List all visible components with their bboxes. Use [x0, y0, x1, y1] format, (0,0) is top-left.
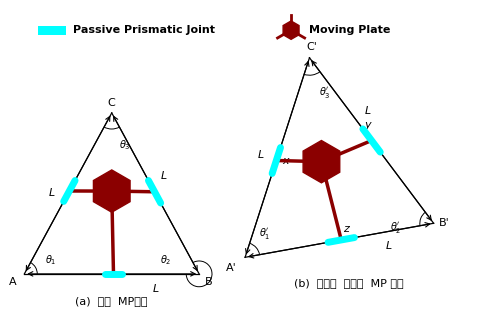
Text: $\theta_2'$: $\theta_2'$ [389, 220, 401, 235]
Text: $\theta_1'$: $\theta_1'$ [258, 226, 270, 241]
Text: $\theta_3$: $\theta_3$ [119, 139, 131, 152]
Bar [38, 26, 66, 35]
Text: z: z [342, 224, 348, 233]
Text: (b)  임의로  움직인  MP 위치: (b) 임의로 움직인 MP 위치 [293, 278, 403, 288]
Text: L: L [152, 284, 158, 294]
Text: (a)  초기  MP위치: (a) 초기 MP위치 [75, 297, 148, 306]
Text: L: L [384, 241, 391, 251]
Polygon shape [302, 141, 339, 183]
Text: L: L [364, 106, 371, 116]
Text: L: L [49, 188, 55, 198]
Text: C': C' [306, 42, 317, 52]
Text: A': A' [226, 263, 236, 273]
Text: B': B' [438, 218, 449, 228]
Text: Moving Plate: Moving Plate [309, 25, 390, 35]
Polygon shape [93, 170, 130, 212]
Polygon shape [283, 21, 299, 39]
Text: L: L [160, 171, 166, 181]
Text: A: A [9, 277, 16, 287]
Text: L: L [258, 150, 264, 160]
Text: B: B [204, 277, 212, 287]
Text: $\theta_2$: $\theta_2$ [160, 254, 171, 267]
Text: $\theta_3'$: $\theta_3'$ [318, 85, 330, 100]
Text: $\theta_1$: $\theta_1$ [45, 254, 56, 267]
Text: y: y [363, 120, 370, 130]
Text: C: C [108, 98, 115, 108]
Text: Passive Prismatic Joint: Passive Prismatic Joint [73, 25, 215, 35]
Text: x: x [281, 156, 288, 165]
